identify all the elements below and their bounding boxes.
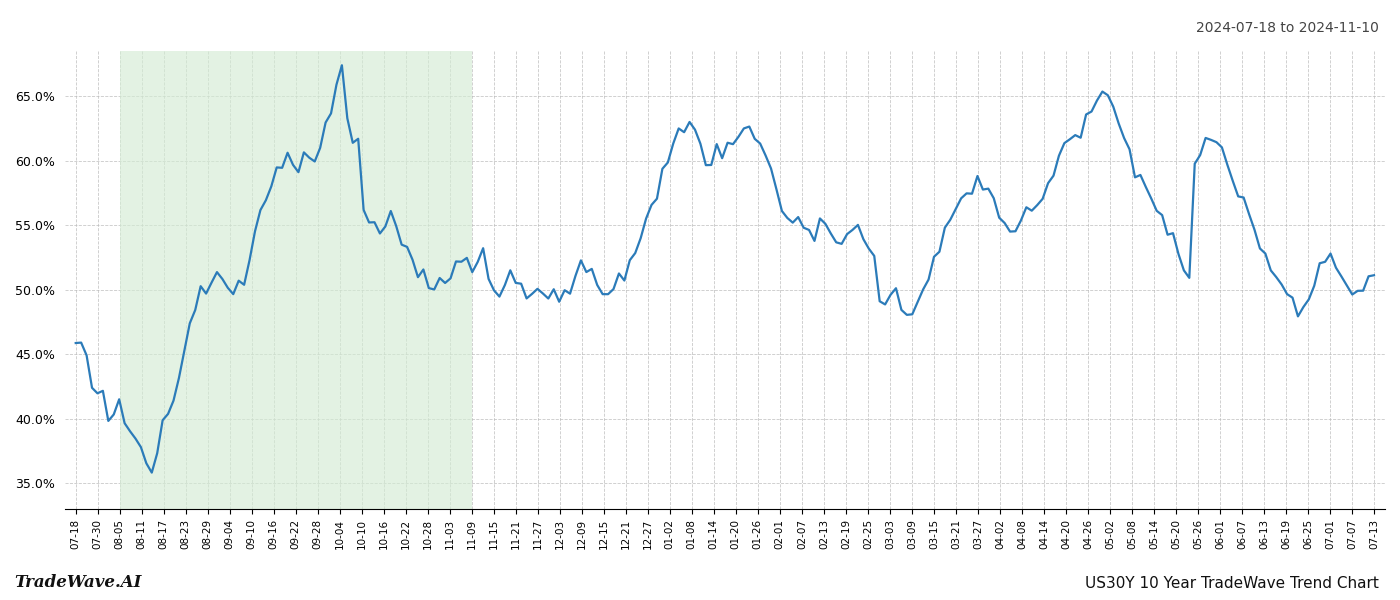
Bar — [120, 51, 472, 509]
Text: TradeWave.AI: TradeWave.AI — [14, 574, 141, 591]
Text: US30Y 10 Year TradeWave Trend Chart: US30Y 10 Year TradeWave Trend Chart — [1085, 576, 1379, 591]
Text: 2024-07-18 to 2024-11-10: 2024-07-18 to 2024-11-10 — [1196, 21, 1379, 35]
